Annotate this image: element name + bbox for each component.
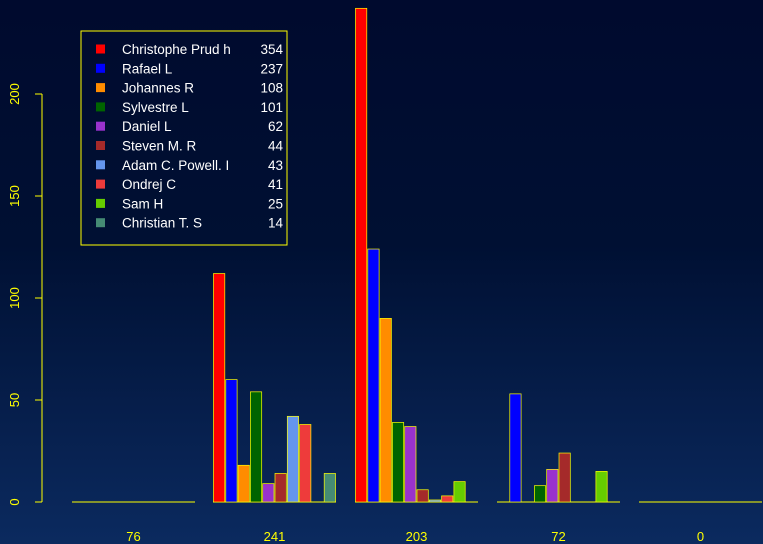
bar [509,393,522,503]
bar [558,452,571,503]
legend-total: 101 [260,100,283,115]
bar [441,495,454,503]
legend-swatch [96,179,105,189]
legend-swatch [96,83,105,93]
bar [225,379,238,503]
bar [323,473,336,503]
bar [428,499,441,503]
x-tick-label: 72 [551,529,565,544]
legend-item: Sylvestre L 101 [96,100,283,115]
bar [237,464,250,503]
y-tick-label: 150 [7,185,22,207]
bar [416,489,429,503]
legend-item: Rafael L 237 [96,61,283,76]
y-tick-label: 100 [7,287,22,309]
y-tick-label: 50 [7,393,22,407]
bar [299,424,312,503]
bar [534,485,547,503]
legend-label: Ondrej C [122,177,176,192]
legend-swatch [96,63,105,73]
bar [262,483,275,503]
legend-swatch [96,198,105,208]
legend-total: 14 [268,216,284,231]
legend-total: 108 [260,81,283,96]
legend-swatch [96,218,105,228]
legend-total: 354 [260,42,283,57]
legend-label: Sylvestre L [122,100,189,115]
bar [250,391,263,503]
bar [355,7,368,503]
bar [546,469,559,503]
legend-item: Christian T. S 14 [96,216,283,231]
legend-label: Christian T. S [122,216,202,231]
legend-box [80,30,288,246]
x-tick-label: 241 [264,529,286,544]
legend-label: Sam H [122,196,163,211]
y-tick-label: 200 [7,83,22,105]
x-tick-label: 0 [697,529,704,544]
legend-label: Adam C. Powell. I [122,158,229,173]
x-axis-labels: 76 241 203 72 0 [126,529,704,544]
bar-group [213,273,336,503]
bar [392,422,405,503]
bar [404,426,417,503]
legend-label: Daniel L [122,119,172,134]
y-axis: 0 50 100 150 200 [7,83,43,506]
legend-item: Adam C. Powell. I 43 [96,158,283,173]
legend-total: 62 [268,119,283,134]
bar [595,471,608,503]
legend-swatch [96,121,105,131]
legend-swatch [96,44,105,54]
legend-item: Steven M. R 44 [96,139,283,154]
legend-item: Christophe Prud h 354 [96,42,283,57]
legend-total: 41 [268,177,283,192]
bar-group [497,393,620,503]
bar-groups [72,7,762,503]
legend-item: Ondrej C 41 [96,177,283,192]
legend-label: Johannes R [122,81,194,96]
x-tick-label: 76 [126,529,140,544]
bar [274,473,287,503]
bar [379,318,392,503]
legend-swatch [96,102,105,112]
bar [453,481,466,503]
legend-total: 25 [268,196,283,211]
bar-group [355,7,478,503]
legend-item: Daniel L 62 [96,119,283,134]
x-tick-label: 203 [406,529,428,544]
bar [286,415,299,503]
legend-label: Rafael L [122,61,173,76]
legend-total: 44 [268,139,284,154]
legend: Christophe Prud h 354 Rafael L 237 Johannes … [80,30,288,246]
bar [367,248,380,503]
legend-swatch [96,141,105,150]
legend-item: Sam H 25 [96,196,283,211]
legend-total: 237 [260,61,283,76]
legend-swatch [96,160,105,170]
legend-item: Johannes R 108 [96,81,283,96]
y-tick-label: 0 [7,498,22,505]
legend-total: 43 [268,158,283,173]
bar [213,273,226,503]
legend-label: Steven M. R [122,139,197,154]
legend-label: Christophe Prud h [122,42,231,57]
